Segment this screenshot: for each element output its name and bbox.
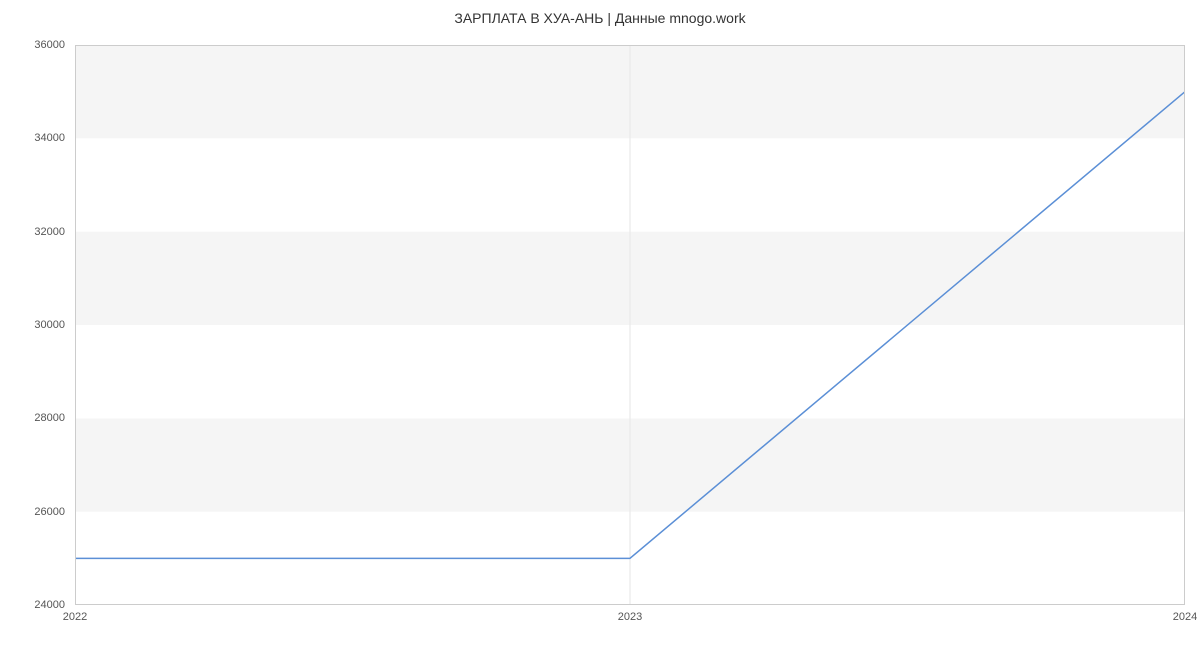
y-tick-label: 32000 <box>0 226 65 238</box>
y-tick-label: 30000 <box>0 319 65 331</box>
chart-title: ЗАРПЛАТА В ХУА-АНЬ | Данные mnogo.work <box>0 10 1200 26</box>
chart-container: ЗАРПЛАТА В ХУА-АНЬ | Данные mnogo.work 2… <box>0 0 1200 650</box>
x-tick-label: 2023 <box>618 611 642 623</box>
x-tick-label: 2024 <box>1173 611 1197 623</box>
y-tick-label: 24000 <box>0 599 65 611</box>
y-tick-label: 26000 <box>0 506 65 518</box>
plot-area <box>75 45 1185 605</box>
x-tick-label: 2022 <box>63 611 87 623</box>
y-tick-label: 28000 <box>0 412 65 424</box>
y-tick-label: 34000 <box>0 132 65 144</box>
y-tick-label: 36000 <box>0 39 65 51</box>
